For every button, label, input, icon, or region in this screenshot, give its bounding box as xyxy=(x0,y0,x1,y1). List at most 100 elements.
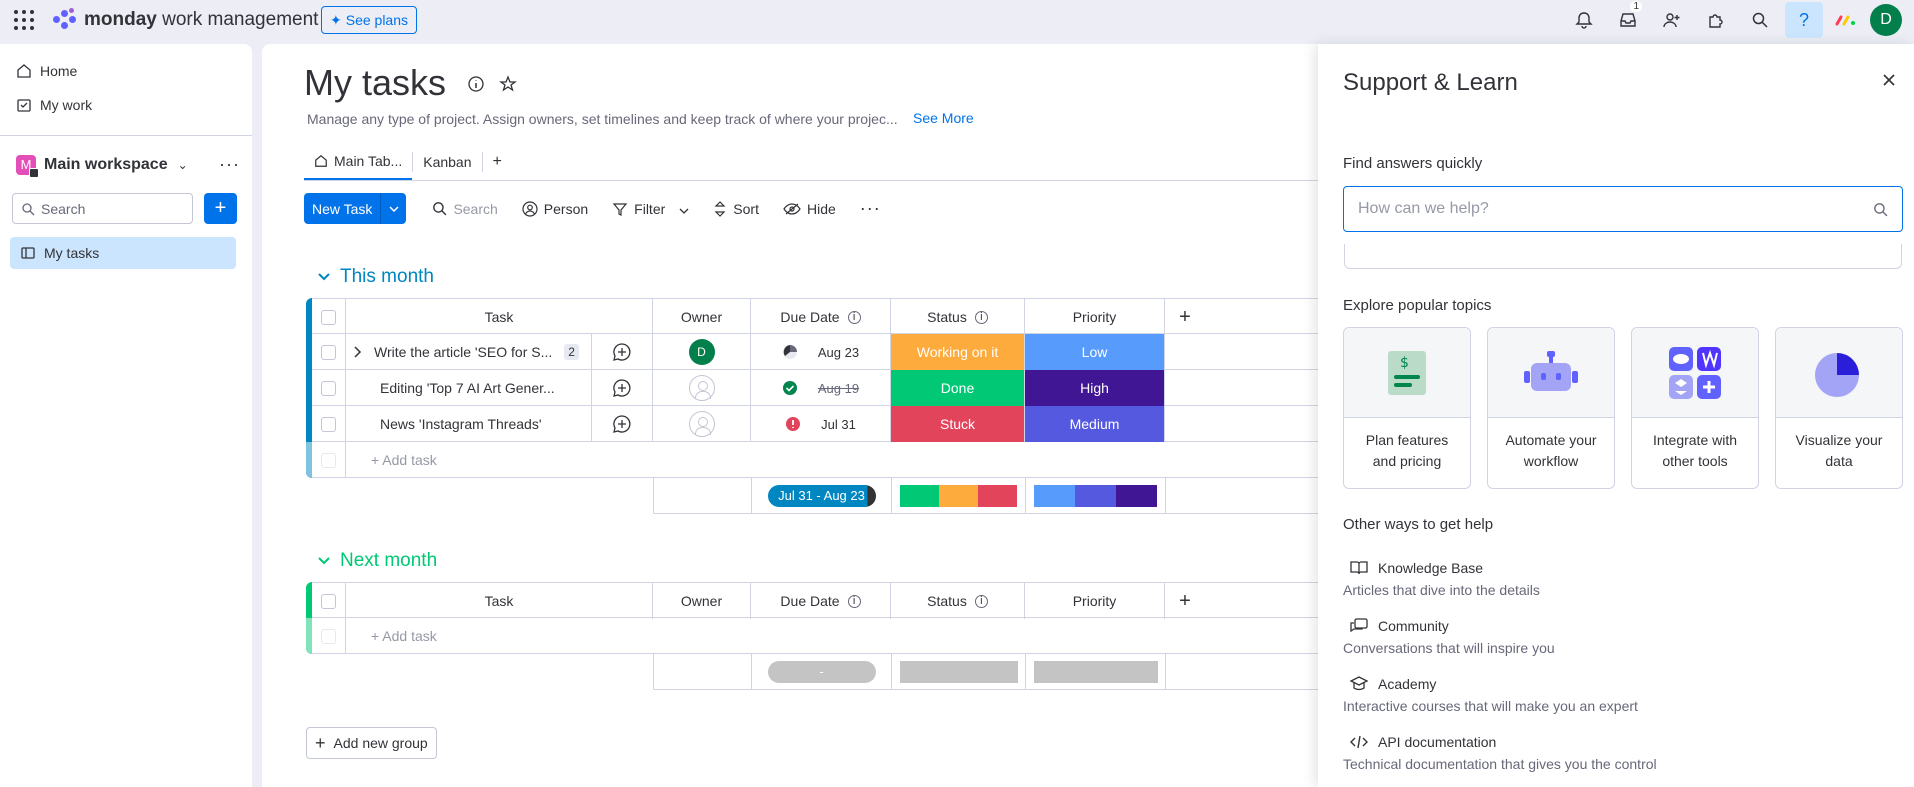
close-icon[interactable] xyxy=(1882,70,1896,93)
owner-cell[interactable] xyxy=(653,406,751,442)
help-link-api-documentation[interactable]: API documentation Technical documentatio… xyxy=(1343,734,1657,772)
page-title: My tasks xyxy=(304,62,447,103)
apps-puzzle-icon[interactable] xyxy=(1694,0,1738,40)
workspace-selector[interactable]: M Main workspace ⌄ ··· xyxy=(16,154,240,178)
monday-products-icon[interactable] xyxy=(1832,10,1860,30)
tab-main-table[interactable]: Main Tab... xyxy=(304,144,413,180)
info-icon[interactable] xyxy=(467,75,485,96)
task-name[interactable]: Editing 'Top 7 AI Art Gener... xyxy=(380,380,555,396)
sidebar-item-home[interactable]: Home xyxy=(16,63,77,79)
priority-summary-bar[interactable] xyxy=(1026,478,1166,513)
priority-summary-bar[interactable] xyxy=(1026,654,1166,689)
see-more-link[interactable]: See More xyxy=(913,110,974,126)
chevron-down-icon[interactable] xyxy=(318,557,330,565)
help-link-community[interactable]: Community Conversations that will inspir… xyxy=(1343,618,1555,656)
help-link-knowledge-base[interactable]: Knowledge Base Articles that dive into t… xyxy=(1343,560,1540,598)
filter-button[interactable]: Filter xyxy=(600,201,701,217)
info-icon[interactable]: i xyxy=(974,310,988,324)
status-summary-bar[interactable] xyxy=(892,654,1026,689)
user-avatar[interactable]: D xyxy=(1870,4,1902,36)
task-cell[interactable]: Write the article 'SEO for S... 2 xyxy=(346,334,591,370)
star-icon[interactable] xyxy=(499,75,517,96)
add-task-input[interactable]: + Add task xyxy=(371,628,437,644)
task-cell[interactable]: News 'Instagram Threads' xyxy=(346,406,591,442)
add-update-icon[interactable] xyxy=(591,406,653,442)
workspace-more-icon[interactable]: ··· xyxy=(219,154,240,174)
row-checkbox[interactable] xyxy=(312,334,346,370)
add-update-icon[interactable] xyxy=(591,370,653,406)
topic-card-plan-features[interactable]: $ Plan features and pricing xyxy=(1343,327,1471,489)
row-checkbox[interactable] xyxy=(312,406,346,442)
add-view-button[interactable]: + xyxy=(492,153,502,170)
info-icon[interactable]: i xyxy=(847,594,861,608)
apps-grid-icon[interactable] xyxy=(14,10,34,30)
add-column-button[interactable]: + xyxy=(1179,589,1191,612)
status-cell[interactable]: Working on it xyxy=(891,334,1025,370)
new-task-button[interactable]: New Task xyxy=(304,193,407,224)
see-plans-button[interactable]: ✦ See plans xyxy=(321,6,418,34)
task-name[interactable]: News 'Instagram Threads' xyxy=(380,416,542,432)
task-name[interactable]: Write the article 'SEO for S... xyxy=(374,344,553,360)
chevron-down-icon[interactable] xyxy=(318,273,330,281)
help-search-input[interactable]: How can we help? xyxy=(1343,186,1903,232)
task-cell[interactable]: Editing 'Top 7 AI Art Gener... xyxy=(346,370,591,406)
sidebar-search-input[interactable]: Search xyxy=(12,193,193,224)
help-link-academy[interactable]: Academy Interactive courses that will ma… xyxy=(1343,676,1638,714)
owner-cell[interactable] xyxy=(653,370,751,406)
topic-card-integrate[interactable]: Integrate with other tools xyxy=(1631,327,1759,489)
chevron-down-icon[interactable] xyxy=(679,201,689,217)
table-row[interactable]: Write the article 'SEO for S... 2 D Aug … xyxy=(312,334,1406,370)
group-title[interactable]: Next month xyxy=(340,550,438,571)
add-update-icon[interactable] xyxy=(591,334,653,370)
search-icon[interactable] xyxy=(1738,0,1782,40)
timeline-summary[interactable]: - xyxy=(752,654,892,689)
hide-button[interactable]: Hide xyxy=(771,201,848,217)
priority-cell[interactable]: High xyxy=(1025,370,1165,406)
add-board-button[interactable]: + xyxy=(204,193,237,224)
add-column-button[interactable]: + xyxy=(1179,305,1191,328)
status-cell[interactable]: Stuck xyxy=(891,406,1025,442)
info-icon[interactable]: i xyxy=(847,310,861,324)
left-sidebar: Home My work M Main workspace ⌄ ··· Sear… xyxy=(0,44,252,787)
priority-cell[interactable]: Low xyxy=(1025,334,1165,370)
table-row[interactable]: News 'Instagram Threads' Jul 31 Stuck Me… xyxy=(312,406,1406,442)
empty-owner-icon xyxy=(688,411,715,437)
table-row[interactable]: Editing 'Top 7 AI Art Gener... Aug 19 Do… xyxy=(312,370,1406,406)
timeline-summary[interactable]: Jul 31 - Aug 23 xyxy=(752,478,892,513)
due-date-cell[interactable]: Jul 31 xyxy=(751,406,891,442)
group-title[interactable]: This month xyxy=(340,266,434,287)
topic-card-automate[interactable]: Automate your workflow xyxy=(1487,327,1615,489)
add-task-input[interactable]: + Add task xyxy=(371,452,437,468)
help-icon[interactable]: ? xyxy=(1785,2,1823,38)
sort-button[interactable]: Sort xyxy=(701,201,771,217)
sidebar-item-my-work[interactable]: My work xyxy=(16,97,92,113)
group-header-next-month[interactable]: Next month xyxy=(318,550,437,572)
expand-chevron-icon[interactable] xyxy=(354,346,362,358)
subitems-count-badge[interactable]: 2 xyxy=(564,344,579,360)
row-checkbox[interactable] xyxy=(312,370,346,406)
monday-logo[interactable]: monday work management xyxy=(52,8,318,32)
add-task-row[interactable]: + Add task xyxy=(312,442,1406,478)
tab-kanban[interactable]: Kanban xyxy=(413,144,481,180)
owner-cell[interactable]: D xyxy=(653,334,751,370)
info-icon[interactable]: i xyxy=(974,594,988,608)
sidebar-item-my-tasks[interactable]: My tasks xyxy=(10,237,236,269)
board-search-input[interactable]: Search xyxy=(420,201,509,217)
status-summary-bar[interactable] xyxy=(892,478,1026,513)
priority-cell[interactable]: Medium xyxy=(1025,406,1165,442)
person-filter-button[interactable]: Person xyxy=(510,201,600,217)
select-all-checkbox[interactable] xyxy=(312,583,346,619)
group-header-this-month[interactable]: This month xyxy=(318,266,434,288)
due-date-cell[interactable]: Aug 19 xyxy=(751,370,891,406)
add-task-row[interactable]: + Add task xyxy=(312,618,1406,654)
due-date-cell[interactable]: Aug 23 xyxy=(751,334,891,370)
more-options-icon[interactable]: ··· xyxy=(859,198,881,218)
chevron-down-icon[interactable] xyxy=(380,193,406,224)
add-new-group-button[interactable]: + Add new group xyxy=(306,727,437,759)
inbox-icon[interactable]: 1 xyxy=(1606,0,1650,40)
notifications-bell-icon[interactable] xyxy=(1562,0,1606,40)
select-all-checkbox[interactable] xyxy=(312,299,346,335)
invite-members-icon[interactable] xyxy=(1650,0,1694,40)
status-cell[interactable]: Done xyxy=(891,370,1025,406)
topic-card-visualize[interactable]: Visualize your data xyxy=(1775,327,1903,489)
